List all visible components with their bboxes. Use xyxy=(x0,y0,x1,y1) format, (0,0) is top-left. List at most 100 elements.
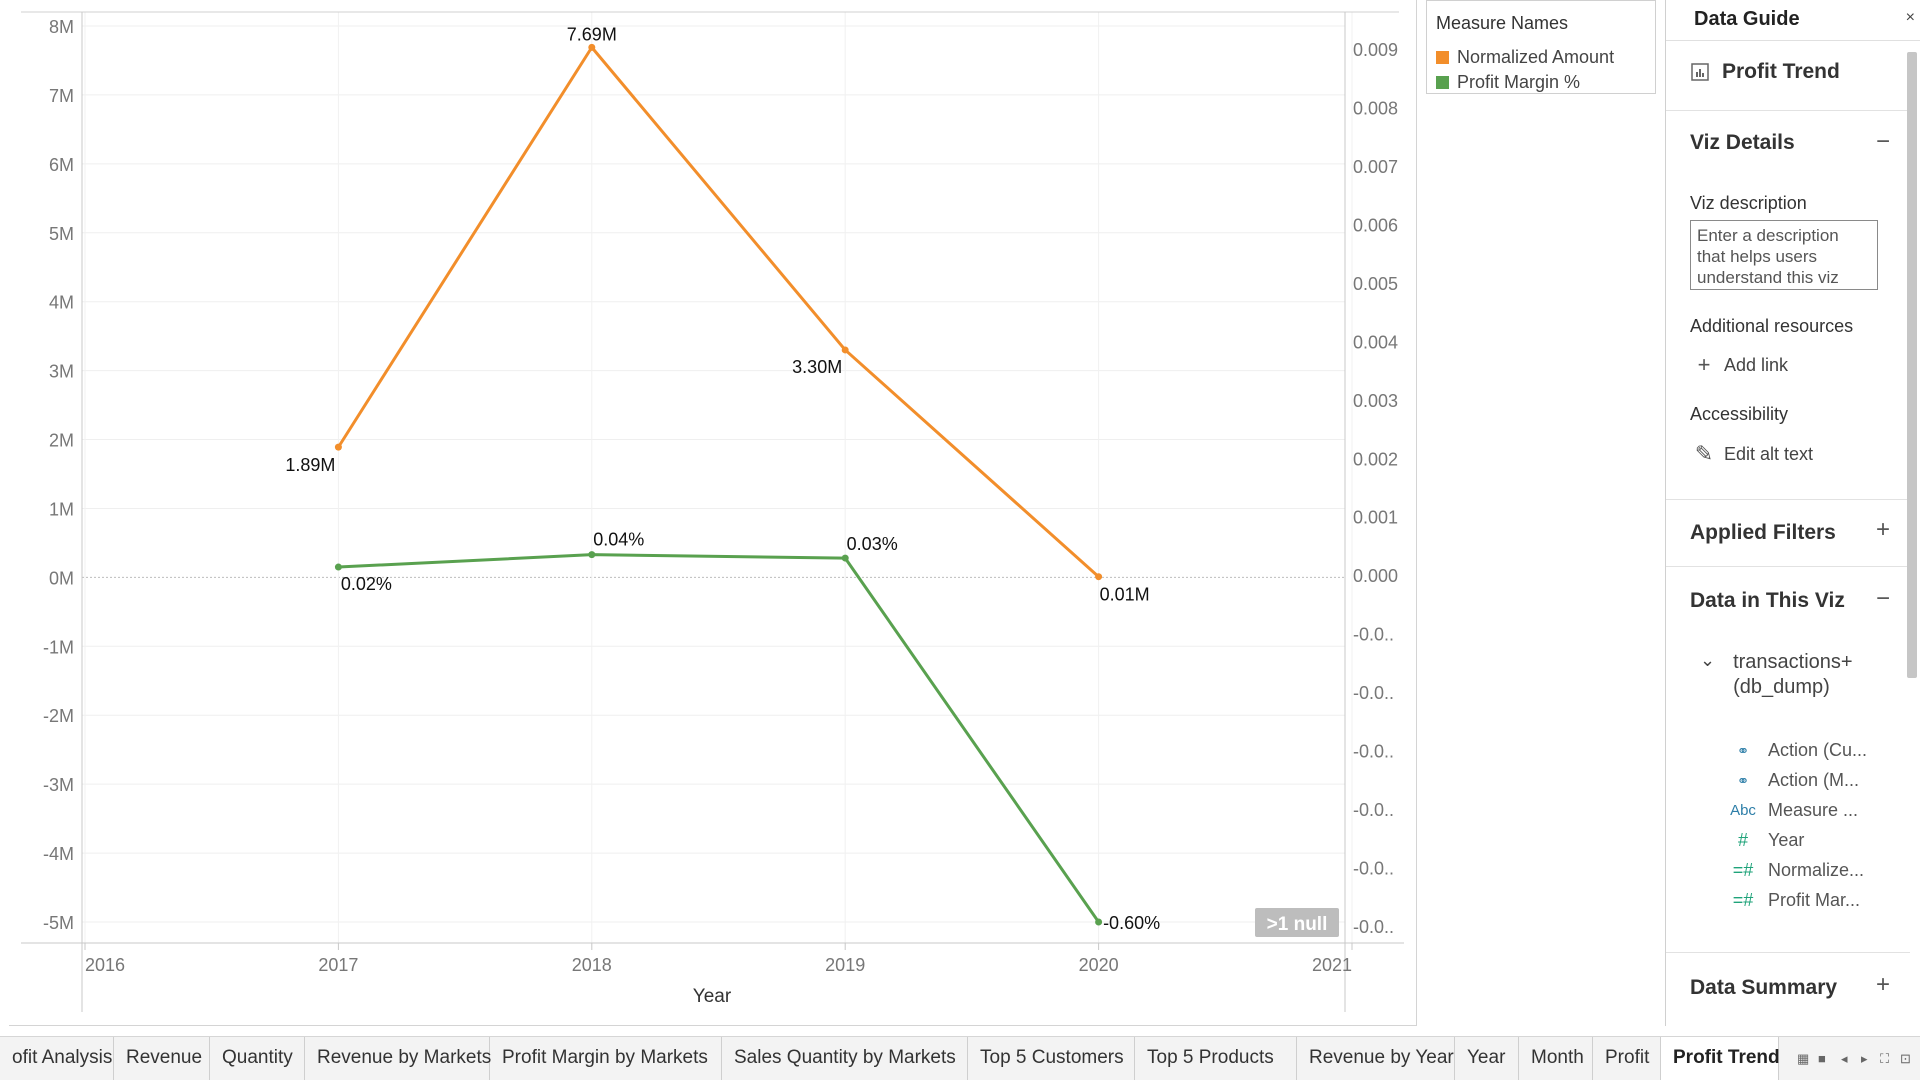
legend-item-normalized-amount[interactable]: Normalized Amount xyxy=(1436,47,1614,68)
tab-profit-trend[interactable]: Profit Trend xyxy=(1661,1037,1780,1080)
x-tick-label: 2017 xyxy=(318,955,358,975)
legend-label: Normalized Amount xyxy=(1457,47,1615,67)
tab-month[interactable]: Month xyxy=(1519,1037,1593,1080)
field-label: Action (M... xyxy=(1768,770,1860,790)
x-tick-label: 2021 xyxy=(1312,955,1352,975)
y-tick-label-left: -4M xyxy=(43,844,74,864)
datasource-name: transactions+ (db_dump) xyxy=(1733,651,1853,698)
data-point[interactable] xyxy=(1095,573,1103,581)
tab-profit-analysis[interactable]: ofit Analysis xyxy=(0,1037,114,1080)
scrollbar-thumb[interactable] xyxy=(1907,52,1917,678)
legend-swatch xyxy=(1436,51,1449,64)
action-set-icon: ⚭ xyxy=(1736,772,1750,790)
y-tick-label-left: 0M xyxy=(49,568,74,588)
y-tick-label-right: 0.001 xyxy=(1353,508,1398,528)
field-item[interactable]: =# Normalize... xyxy=(1730,860,1864,881)
tab-revenue[interactable]: Revenue xyxy=(114,1037,210,1080)
collapse-icon[interactable]: − xyxy=(1875,128,1890,155)
y-tick-label-right: 0.008 xyxy=(1353,98,1398,118)
data-point[interactable] xyxy=(588,551,596,559)
y-tick-label-left: 5M xyxy=(49,224,74,244)
tab-top-5-customers[interactable]: Top 5 Customers xyxy=(968,1037,1135,1080)
legend-label: Profit Margin % xyxy=(1457,72,1581,92)
present-icon[interactable]: ⊡ xyxy=(1900,1051,1911,1066)
accessibility-label: Accessibility xyxy=(1690,404,1789,424)
tab-profit-margin-by-markets[interactable]: Profit Margin by Markets xyxy=(490,1037,722,1080)
y-tick-label-left: 2M xyxy=(49,431,74,451)
data-point[interactable] xyxy=(841,346,849,354)
tab-revenue-by-markets[interactable]: Revenue by Markets xyxy=(305,1037,491,1080)
y-tick-label-right: 0.002 xyxy=(1353,449,1398,469)
field-label: Measure ... xyxy=(1768,800,1859,820)
grid-view-icon[interactable]: ▦ xyxy=(1797,1051,1810,1066)
data-point[interactable] xyxy=(334,443,342,451)
legend-swatch xyxy=(1436,76,1449,89)
plus-icon: + xyxy=(1697,352,1711,377)
tab-revenue-by-year[interactable]: Revenue by Year xyxy=(1297,1037,1455,1080)
viz-description-input[interactable]: Enter a description that helps users und… xyxy=(1690,220,1878,290)
x-tick-label: 2019 xyxy=(825,955,865,975)
null-indicator[interactable]: >1 null xyxy=(1255,908,1339,937)
abc-text-icon: Abc xyxy=(1730,802,1756,819)
tab-year[interactable]: Year xyxy=(1455,1037,1519,1080)
action-set-icon: ⚭ xyxy=(1736,742,1750,760)
y-tick-label-right: 0.007 xyxy=(1353,157,1398,177)
fullscreen-icon[interactable]: ⛶ xyxy=(1880,1051,1890,1066)
series-line-1[interactable] xyxy=(338,553,1100,923)
data-point[interactable] xyxy=(588,43,596,51)
calc-hash-icon: =# xyxy=(1732,890,1754,910)
y-tick-label-right: 0.000 xyxy=(1353,566,1398,586)
datasource-row[interactable]: ⌄ transactions+ (db_dump) xyxy=(1700,650,1883,700)
legend[interactable]: Measure Names Normalized Amount Profit M… xyxy=(1426,0,1656,94)
applied-filters-header[interactable]: Applied Filters xyxy=(1690,521,1836,544)
sheet-name: Profit Trend xyxy=(1722,60,1840,83)
y-tick-label-left: 1M xyxy=(49,499,74,519)
y-tick-label-right: 0.006 xyxy=(1353,215,1398,235)
data-summary-header[interactable]: Data Summary xyxy=(1690,976,1838,999)
y-tick-label-right: -0.0.. xyxy=(1353,625,1394,645)
y-tick-label-left: -1M xyxy=(43,637,74,657)
field-item[interactable]: # Year xyxy=(1730,830,1804,851)
data-point[interactable] xyxy=(1095,918,1103,926)
legend-item-profit-margin[interactable]: Profit Margin % xyxy=(1436,72,1580,93)
expand-icon[interactable]: + xyxy=(1875,971,1890,998)
field-item[interactable]: =# Profit Mar... xyxy=(1730,890,1860,911)
tab-sales-quantity-by-markets[interactable]: Sales Quantity by Markets xyxy=(722,1037,968,1080)
collapse-icon[interactable]: − xyxy=(1875,585,1890,612)
field-item[interactable]: Abc Measure ... xyxy=(1730,800,1858,821)
y-tick-label-left: 7M xyxy=(49,86,74,106)
tab-top-5-products[interactable]: Top 5 Products xyxy=(1135,1037,1297,1080)
divider xyxy=(1666,952,1910,953)
profit-trend-chart[interactable]: 8M 7M 6M 5M 4M 3M 2M 1M 0M -1M -2M -3M -4M -5M 0.009 0.… xyxy=(9,0,1409,1026)
tab-quantity[interactable]: Quantity xyxy=(210,1037,305,1080)
next-icon[interactable]: ▸ xyxy=(1861,1051,1868,1066)
field-item[interactable]: ⚭ Action (M... xyxy=(1730,770,1859,791)
single-view-icon[interactable]: ■ xyxy=(1818,1051,1826,1066)
viz-details-header[interactable]: Viz Details xyxy=(1690,131,1795,154)
field-label: Action (Cu... xyxy=(1768,740,1868,760)
sheet-name-row: Profit Trend xyxy=(1690,60,1840,84)
field-label: Profit Mar... xyxy=(1768,890,1861,910)
data-point[interactable] xyxy=(334,563,342,571)
field-item[interactable]: ⚭ Action (Cu... xyxy=(1730,740,1867,761)
tab-profit[interactable]: Profit xyxy=(1593,1037,1661,1080)
close-icon[interactable]: × xyxy=(1905,9,1915,26)
field-label: Year xyxy=(1768,830,1805,850)
guide-title: Data Guide xyxy=(1694,8,1800,30)
field-label: Normalize... xyxy=(1768,860,1865,880)
add-link-button[interactable]: + Add link xyxy=(1692,352,1788,378)
data-guide-panel: Data Guide × Profit Trend Viz Details − … xyxy=(1665,0,1920,1026)
chart-panel[interactable]: 8M 7M 6M 5M 4M 3M 2M 1M 0M -1M -2M -3M -4M -5M 0.009 0.… xyxy=(9,0,1417,1026)
data-in-viz-header[interactable]: Data in This Viz xyxy=(1690,589,1845,612)
series-line-0[interactable] xyxy=(337,45,1100,578)
y-tick-label-right: 0.004 xyxy=(1353,332,1398,352)
data-point[interactable] xyxy=(841,554,849,562)
x-axis-title: Year xyxy=(693,986,732,1007)
null-indicator-text: >1 null xyxy=(1267,914,1328,935)
calc-hash-icon: =# xyxy=(1732,860,1754,880)
expand-icon[interactable]: + xyxy=(1875,516,1890,543)
edit-alt-text-button[interactable]: ✎ Edit alt text xyxy=(1692,441,1813,467)
data-label: 3.30M xyxy=(792,357,842,377)
prev-icon[interactable]: ◂ xyxy=(1841,1051,1848,1066)
data-label: 1.89M xyxy=(285,455,335,475)
